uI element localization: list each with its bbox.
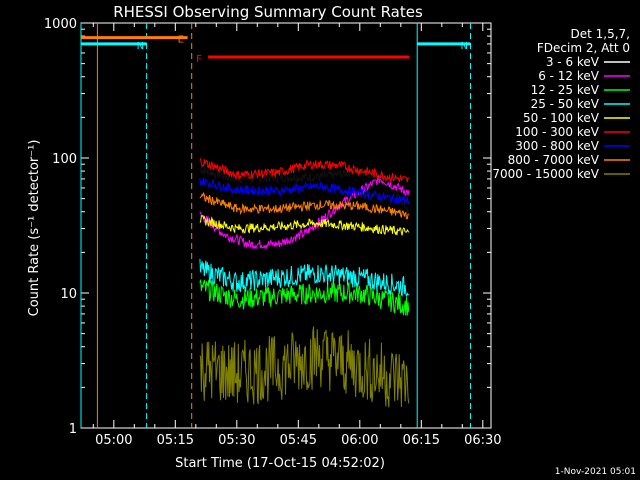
y-tick-label: 100 bbox=[52, 152, 77, 167]
footer-timestamp: 1-Nov-2021 05:01 bbox=[555, 467, 636, 477]
legend-entry-label: 800 - 7000 keV bbox=[508, 153, 600, 167]
y-tick-label: 1 bbox=[69, 422, 77, 437]
series-line bbox=[199, 326, 410, 408]
legend-entry-label: 7000 - 15000 keV bbox=[492, 167, 599, 181]
legend-entry-label: 3 - 6 keV bbox=[546, 55, 600, 69]
x-tick-label: 06:00 bbox=[341, 433, 378, 448]
legend-entry-label: 100 - 300 keV bbox=[515, 125, 599, 139]
y-axis-label: Count Rate (s⁻¹ detector⁻¹) bbox=[27, 140, 42, 317]
x-tick-label: 05:00 bbox=[95, 433, 132, 448]
x-tick-label: 06:30 bbox=[464, 433, 501, 448]
legend-entry-label: 12 - 25 keV bbox=[531, 83, 600, 97]
chart-title: RHESSI Observing Summary Count Rates bbox=[113, 3, 423, 21]
plot-area: 1 10 100 1000 05:00 05:15 05:30 05:45 06:00 06:15… bbox=[44, 17, 502, 448]
series-line bbox=[199, 175, 410, 250]
x-axis-label: Start Time (17-Oct-15 04:52:02) bbox=[175, 456, 385, 471]
legend-entry-label: 25 - 50 keV bbox=[531, 97, 600, 111]
annotation-label: E bbox=[178, 35, 184, 46]
legend-entry-label: 300 - 800 keV bbox=[515, 139, 599, 153]
legend-entry-label: 6 - 12 keV bbox=[538, 69, 600, 83]
annotation-label: N bbox=[137, 41, 144, 52]
x-tick-label: 05:15 bbox=[157, 433, 194, 448]
series-line bbox=[199, 279, 410, 316]
annotation-label: N bbox=[461, 41, 468, 52]
x-tick-label: 06:15 bbox=[403, 433, 440, 448]
series-line bbox=[199, 258, 410, 297]
y-tick-label: 10 bbox=[60, 287, 77, 302]
legend-header: Det 1,5,7, bbox=[571, 27, 631, 41]
y-tick-label: 1000 bbox=[44, 17, 77, 32]
series-line bbox=[199, 215, 410, 236]
series-line bbox=[199, 177, 410, 205]
x-tick-label: 05:45 bbox=[280, 433, 317, 448]
series-line bbox=[199, 158, 410, 183]
x-tick-label: 05:30 bbox=[218, 433, 255, 448]
legend-entry-label: 50 - 100 keV bbox=[523, 111, 600, 125]
series-line bbox=[199, 191, 409, 220]
legend-header: FDecim 2, Att 0 bbox=[537, 41, 630, 55]
annotation-label: F bbox=[196, 54, 202, 65]
